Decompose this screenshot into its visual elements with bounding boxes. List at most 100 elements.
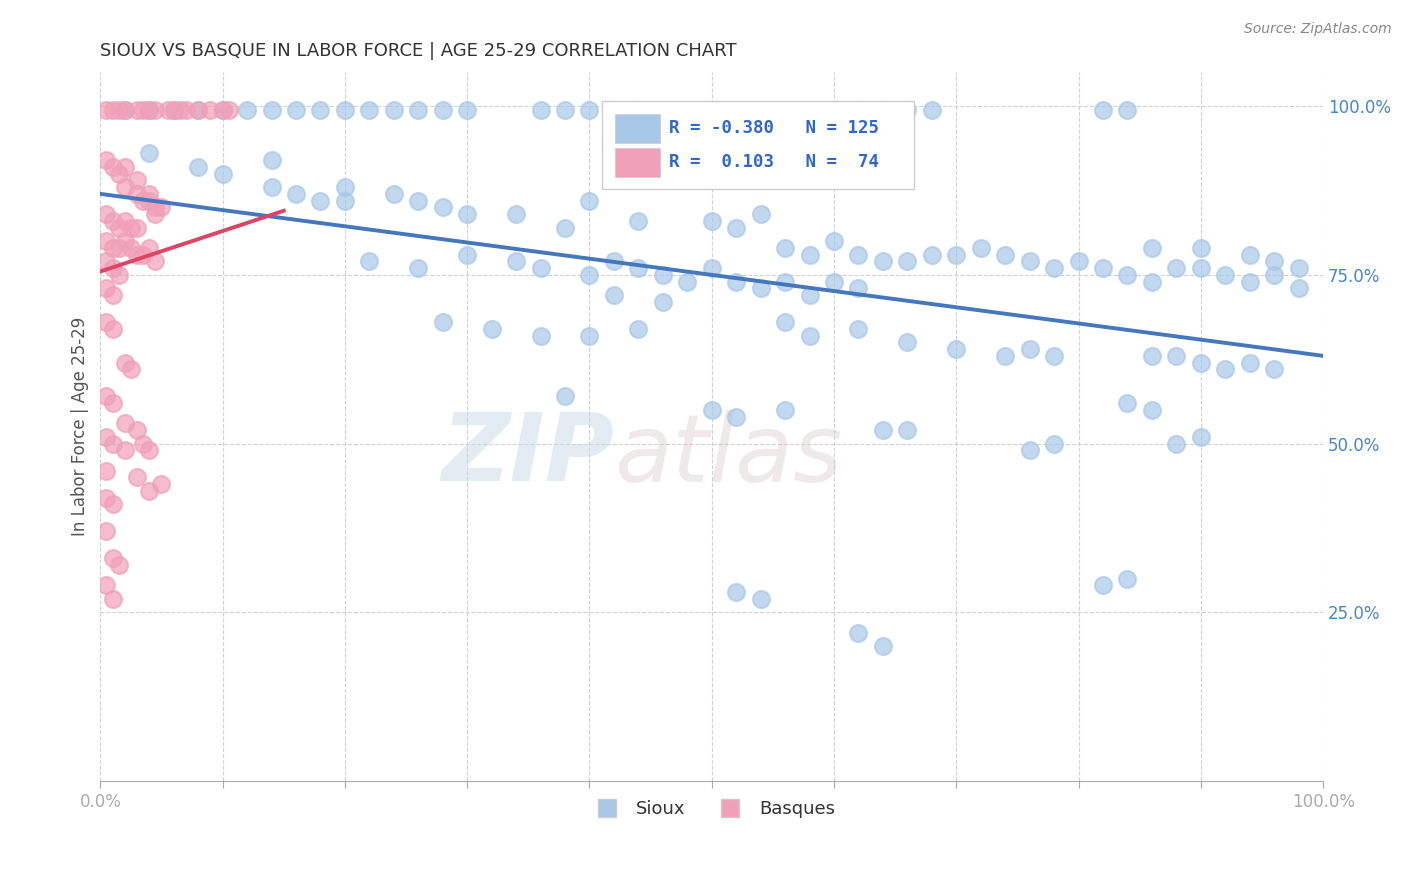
Point	[456, 103, 478, 117]
Point	[211, 167, 233, 181]
Point	[1140, 402, 1163, 417]
Point	[603, 254, 626, 268]
Point	[101, 497, 124, 511]
Point	[114, 180, 136, 194]
Point	[823, 275, 845, 289]
Point	[125, 186, 148, 201]
Point	[101, 591, 124, 606]
Point	[1092, 578, 1115, 592]
Point	[101, 436, 124, 450]
Point	[163, 103, 186, 117]
Point	[1213, 268, 1236, 282]
Point	[1263, 268, 1285, 282]
Point	[96, 430, 118, 444]
Point	[799, 328, 821, 343]
Point	[432, 315, 454, 329]
Point	[138, 483, 160, 498]
Point	[970, 241, 993, 255]
Point	[132, 247, 155, 261]
Point	[101, 288, 124, 302]
Point	[285, 186, 308, 201]
Point	[96, 578, 118, 592]
Point	[114, 103, 136, 117]
Point	[1116, 103, 1139, 117]
Point	[309, 194, 332, 208]
FancyBboxPatch shape	[616, 113, 661, 143]
Y-axis label: In Labor Force | Age 25-29: In Labor Force | Age 25-29	[72, 317, 89, 536]
Point	[1239, 356, 1261, 370]
Point	[101, 241, 124, 255]
Point	[101, 322, 124, 336]
Point	[432, 201, 454, 215]
Point	[138, 103, 160, 117]
Point	[823, 234, 845, 248]
Point	[359, 103, 381, 117]
Point	[432, 103, 454, 117]
Point	[529, 103, 551, 117]
Point	[120, 362, 142, 376]
Point	[1140, 241, 1163, 255]
Point	[578, 268, 600, 282]
Point	[96, 491, 118, 505]
Point	[333, 180, 356, 194]
Point	[125, 220, 148, 235]
Point	[725, 409, 748, 424]
Point	[1043, 436, 1066, 450]
Point	[456, 247, 478, 261]
Point	[1288, 281, 1310, 295]
Point	[101, 160, 124, 174]
Point	[700, 402, 723, 417]
Point	[145, 201, 167, 215]
Point	[725, 585, 748, 599]
Point	[481, 322, 503, 336]
Point	[1263, 362, 1285, 376]
Text: R =  0.103   N =  74: R = 0.103 N = 74	[669, 153, 879, 170]
Point	[163, 103, 186, 117]
Point	[211, 103, 233, 117]
FancyBboxPatch shape	[616, 147, 661, 177]
Point	[1189, 430, 1212, 444]
Point	[174, 103, 197, 117]
Point	[138, 194, 160, 208]
Point	[138, 146, 160, 161]
Text: Source: ZipAtlas.com: Source: ZipAtlas.com	[1244, 22, 1392, 37]
Point	[749, 281, 772, 295]
Point	[114, 214, 136, 228]
Point	[382, 103, 405, 117]
Point	[578, 194, 600, 208]
Point	[872, 254, 894, 268]
Point	[725, 220, 748, 235]
Point	[132, 103, 155, 117]
Point	[1018, 254, 1040, 268]
Point	[1092, 261, 1115, 276]
Point	[107, 558, 129, 572]
Point	[125, 103, 148, 117]
Point	[773, 402, 796, 417]
Point	[603, 288, 626, 302]
Point	[799, 288, 821, 302]
Point	[848, 281, 870, 295]
Point	[872, 103, 894, 117]
Point	[896, 103, 918, 117]
Point	[578, 103, 600, 117]
Point	[107, 167, 129, 181]
Point	[1239, 247, 1261, 261]
Point	[107, 220, 129, 235]
Point	[872, 423, 894, 437]
Point	[125, 173, 148, 187]
Point	[96, 103, 118, 117]
Point	[994, 349, 1017, 363]
Text: ZIP: ZIP	[441, 409, 614, 501]
Text: R = -0.380   N = 125: R = -0.380 N = 125	[669, 119, 879, 136]
Point	[700, 261, 723, 276]
Point	[236, 103, 259, 117]
Point	[1018, 443, 1040, 458]
Point	[145, 103, 167, 117]
Point	[107, 241, 129, 255]
Point	[1166, 436, 1188, 450]
Point	[1189, 356, 1212, 370]
Point	[150, 201, 173, 215]
Point	[1140, 349, 1163, 363]
Point	[169, 103, 191, 117]
Point	[107, 103, 129, 117]
